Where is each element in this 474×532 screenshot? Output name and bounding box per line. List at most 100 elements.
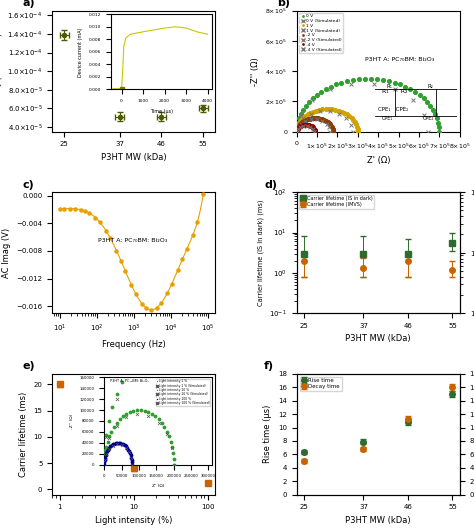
Point [138, 300, 146, 308]
Point [311, 127, 319, 135]
Point [310, 124, 318, 133]
Point [294, 122, 301, 131]
Y-axis label: Mobility (cm² V⁻¹ s⁻¹): Mobility (cm² V⁻¹ s⁻¹) [0, 32, 2, 110]
Point [310, 114, 318, 122]
Point [351, 118, 359, 127]
Point [96, 218, 104, 227]
Point [329, 124, 337, 133]
Point [299, 118, 306, 126]
Point [323, 119, 330, 128]
Point [147, 305, 155, 314]
Point [411, 88, 419, 96]
Point [409, 96, 417, 105]
Point [293, 123, 301, 131]
Point [353, 120, 360, 129]
Point [293, 126, 301, 135]
Point [77, 205, 84, 214]
Point [427, 102, 434, 110]
Point [300, 121, 308, 129]
Point [295, 120, 302, 129]
Point [337, 78, 345, 87]
Point [311, 127, 319, 136]
Point [353, 122, 361, 131]
Text: e): e) [23, 361, 36, 371]
Text: d): d) [264, 180, 277, 190]
Point [308, 96, 316, 105]
X-axis label: Light intensity (%): Light intensity (%) [95, 516, 173, 525]
Point [392, 85, 399, 94]
Point [293, 127, 301, 136]
Point [322, 117, 330, 125]
Point [349, 127, 357, 136]
X-axis label: P3HT MW (kDa): P3HT MW (kDa) [346, 516, 411, 525]
Point [305, 98, 313, 106]
Point [328, 105, 336, 113]
Legend: Rise time, Decay time: Rise time, Decay time [300, 377, 342, 391]
Point [296, 120, 303, 128]
Point [347, 120, 355, 129]
Point [297, 119, 304, 128]
Point [293, 124, 301, 133]
Point [294, 124, 301, 133]
X-axis label: Z' (Ω): Z' (Ω) [366, 156, 390, 165]
Point [396, 80, 404, 89]
Point [379, 76, 387, 84]
Point [313, 91, 320, 99]
Point [424, 127, 432, 136]
Point [314, 114, 322, 122]
Point [307, 110, 315, 118]
Point [107, 234, 114, 243]
Point [71, 204, 78, 213]
Point [435, 119, 442, 127]
Point [348, 114, 356, 122]
Point [81, 207, 89, 215]
Point [307, 122, 314, 131]
Text: CPE₁   CPE₂: CPE₁ CPE₂ [378, 107, 409, 112]
Point [436, 127, 443, 136]
Point [293, 127, 301, 136]
Point [332, 80, 340, 89]
Point [294, 123, 302, 132]
Point [327, 82, 335, 91]
Point [179, 255, 186, 264]
Point [293, 125, 301, 134]
Point [322, 105, 329, 113]
Point [310, 123, 317, 132]
Point [306, 114, 314, 123]
Point [153, 303, 161, 312]
Point [293, 127, 301, 136]
Point [435, 123, 443, 131]
Point [301, 117, 309, 125]
Point [370, 79, 378, 88]
Point [298, 121, 305, 130]
Point [294, 123, 301, 131]
Point [66, 204, 74, 213]
Point [313, 115, 320, 123]
Text: c): c) [23, 180, 35, 190]
Point [325, 105, 333, 113]
Point [301, 112, 309, 120]
Point [327, 120, 334, 128]
Point [304, 121, 312, 129]
Point [329, 127, 337, 136]
X-axis label: P3HT MW (kDa): P3HT MW (kDa) [346, 335, 411, 344]
X-axis label: Frequency (Hz): Frequency (Hz) [102, 340, 165, 349]
Point [317, 88, 325, 96]
Point [343, 114, 350, 122]
Point [143, 304, 150, 312]
Point [302, 102, 310, 110]
Point [301, 121, 309, 129]
Point [293, 127, 301, 136]
Point [132, 290, 140, 298]
Point [293, 127, 301, 136]
Point [385, 77, 393, 85]
Legend: 0 V, 0 V (Simulated), 1 V, 1 V (Simulated), -2 V, -2 V (Simulated), -4 V, -4 V (: 0 V, 0 V (Simulated), 1 V, 1 V (Simulate… [299, 13, 343, 53]
Point [102, 227, 110, 235]
Point [338, 107, 346, 116]
Point [326, 123, 333, 131]
Point [343, 77, 351, 85]
Point [293, 126, 301, 134]
Point [294, 119, 301, 127]
Point [327, 127, 334, 136]
Y-axis label: Carrier lifetime (IS in dark) (ms): Carrier lifetime (IS in dark) (ms) [257, 200, 264, 306]
